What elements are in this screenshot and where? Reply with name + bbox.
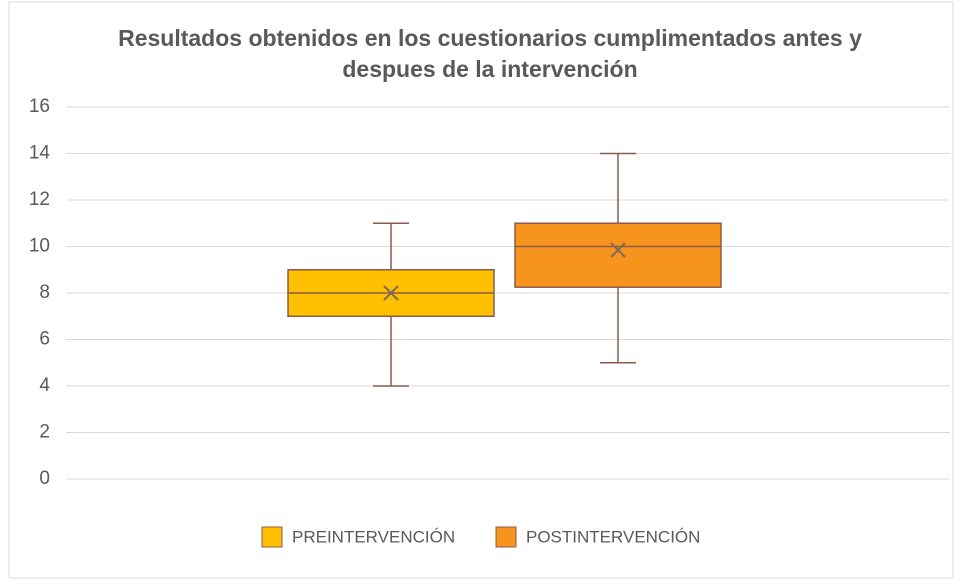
y-tick-label: 2 bbox=[39, 422, 50, 443]
y-tick-label: 16 bbox=[29, 96, 50, 117]
y-tick-label: 8 bbox=[39, 282, 50, 303]
legend-label: POSTINTERVENCIÓN bbox=[526, 527, 700, 546]
mean-marker bbox=[383, 285, 399, 301]
y-tick-label: 12 bbox=[29, 189, 50, 210]
chart-title: Resultados obtenidos en los cuestionario… bbox=[118, 25, 862, 51]
chart-title: despues de la intervención bbox=[342, 56, 637, 82]
y-tick-label: 6 bbox=[39, 329, 50, 350]
y-tick-label: 0 bbox=[39, 468, 50, 489]
y-tick-label: 14 bbox=[29, 143, 51, 164]
legend-label: PREINTERVENCIÓN bbox=[292, 527, 455, 546]
legend-swatch bbox=[261, 526, 283, 548]
mean-marker bbox=[610, 242, 626, 258]
box bbox=[514, 222, 722, 288]
legend-swatch bbox=[495, 526, 517, 548]
y-tick-label: 4 bbox=[39, 375, 50, 396]
y-tick-label: 10 bbox=[29, 236, 50, 257]
